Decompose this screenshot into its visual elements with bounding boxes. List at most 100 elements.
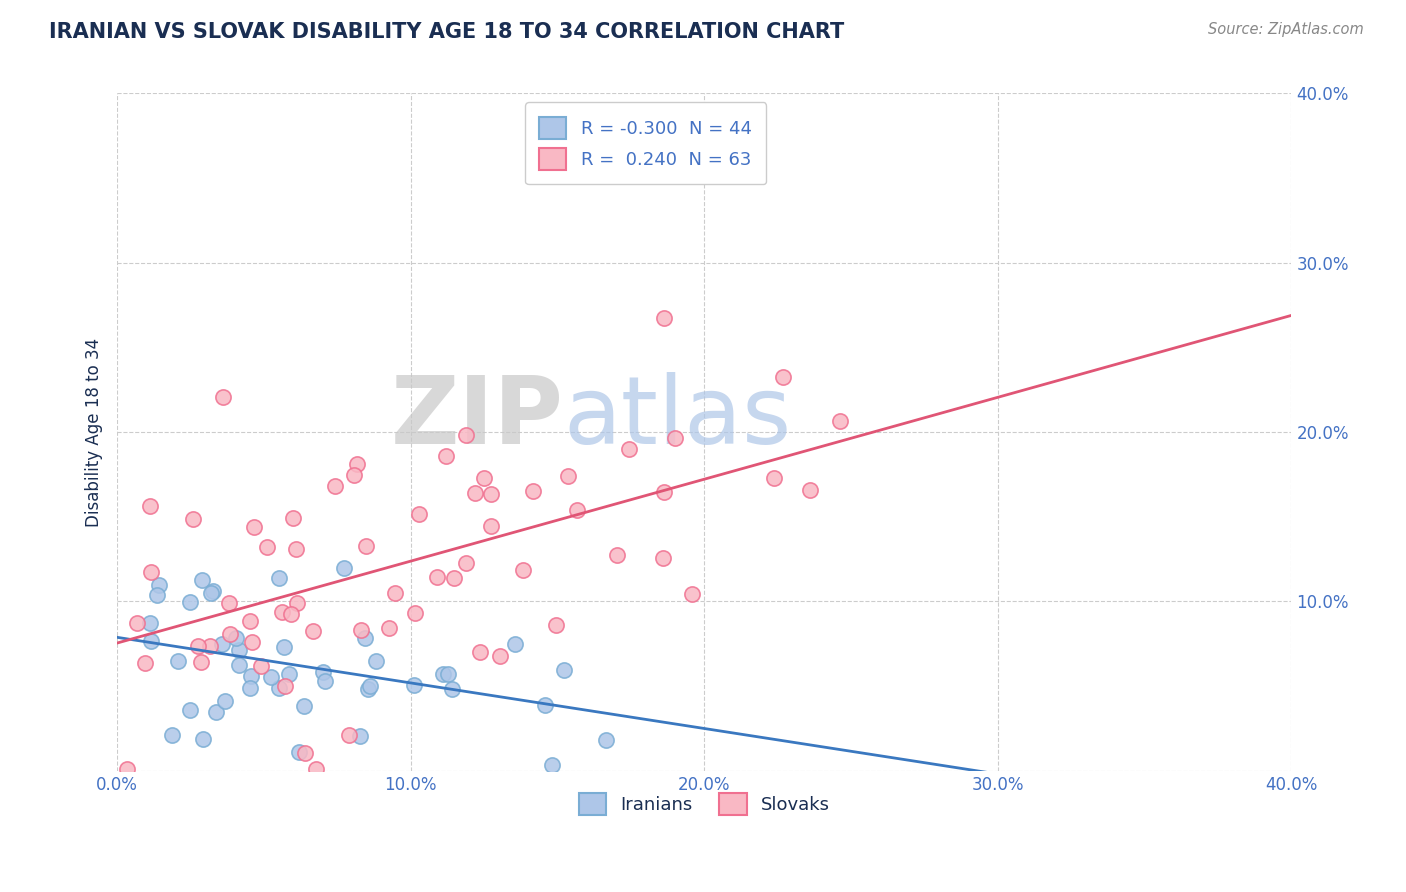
Point <box>404 678 426 692</box>
Point <box>354 632 377 646</box>
Point <box>287 745 309 759</box>
Point <box>426 570 449 584</box>
Point <box>139 616 162 631</box>
Point <box>314 673 336 688</box>
Point <box>652 311 675 326</box>
Point <box>284 542 307 557</box>
Point <box>117 762 139 776</box>
Point <box>404 606 426 620</box>
Point <box>267 570 290 584</box>
Point <box>546 617 568 632</box>
Point <box>762 470 785 484</box>
Point <box>440 681 463 696</box>
Point <box>553 664 575 678</box>
Point <box>617 442 640 457</box>
Point <box>343 467 366 482</box>
Point <box>187 639 209 653</box>
Point <box>240 635 263 649</box>
Point <box>432 666 454 681</box>
Point <box>681 587 703 601</box>
Point <box>479 487 502 501</box>
Point <box>540 758 562 772</box>
Point <box>271 605 294 619</box>
Text: Source: ZipAtlas.com: Source: ZipAtlas.com <box>1208 22 1364 37</box>
Point <box>228 642 250 657</box>
Point <box>346 457 368 471</box>
Point <box>225 631 247 645</box>
Point <box>664 431 686 445</box>
Point <box>179 702 201 716</box>
Point <box>249 659 271 673</box>
Point <box>357 681 380 696</box>
Point <box>468 645 491 659</box>
Point <box>651 551 673 566</box>
Point <box>218 596 240 610</box>
Point <box>267 681 290 695</box>
Point <box>354 539 377 553</box>
Point <box>190 655 212 669</box>
Point <box>565 503 588 517</box>
Point <box>211 637 233 651</box>
Point <box>285 595 308 609</box>
Point <box>202 583 225 598</box>
Point <box>205 706 228 720</box>
Point <box>200 586 222 600</box>
Point <box>384 586 406 600</box>
Text: IRANIAN VS SLOVAK DISABILITY AGE 18 TO 34 CORRELATION CHART: IRANIAN VS SLOVAK DISABILITY AGE 18 TO 3… <box>49 22 845 42</box>
Point <box>139 499 162 513</box>
Point <box>522 483 544 498</box>
Point <box>606 548 628 562</box>
Point <box>274 679 297 693</box>
Point <box>243 520 266 534</box>
Point <box>323 479 346 493</box>
Point <box>256 540 278 554</box>
Point <box>294 746 316 760</box>
Point <box>191 574 214 588</box>
Point <box>364 654 387 668</box>
Point <box>512 563 534 577</box>
Point <box>350 624 373 638</box>
Point <box>534 698 557 712</box>
Point <box>437 667 460 681</box>
Y-axis label: Disability Age 18 to 34: Disability Age 18 to 34 <box>86 337 103 526</box>
Point <box>359 679 381 693</box>
Point <box>260 670 283 684</box>
Point <box>141 633 163 648</box>
Point <box>489 649 512 664</box>
Point <box>239 614 262 628</box>
Point <box>337 728 360 742</box>
Point <box>166 654 188 668</box>
Point <box>292 699 315 714</box>
Point <box>179 595 201 609</box>
Point <box>302 624 325 638</box>
Point <box>408 507 430 521</box>
Point <box>181 512 204 526</box>
Point <box>595 733 617 747</box>
Point <box>304 762 326 776</box>
Point <box>125 615 148 630</box>
Point <box>146 588 169 602</box>
Point <box>772 369 794 384</box>
Point <box>456 557 478 571</box>
Point <box>333 561 356 575</box>
Point <box>456 428 478 442</box>
Point <box>479 519 502 533</box>
Legend: Iranians, Slovaks: Iranians, Slovaks <box>571 786 837 822</box>
Point <box>219 627 242 641</box>
Point <box>239 668 262 682</box>
Point <box>278 666 301 681</box>
Point <box>214 694 236 708</box>
Point <box>148 578 170 592</box>
Text: atlas: atlas <box>564 373 792 465</box>
Point <box>228 657 250 672</box>
Point <box>134 656 156 670</box>
Point <box>503 637 526 651</box>
Point <box>212 390 235 404</box>
Point <box>799 483 821 497</box>
Point <box>443 571 465 585</box>
Point <box>378 620 401 634</box>
Point <box>283 510 305 524</box>
Point <box>280 607 302 622</box>
Point <box>139 566 162 580</box>
Point <box>472 471 495 485</box>
